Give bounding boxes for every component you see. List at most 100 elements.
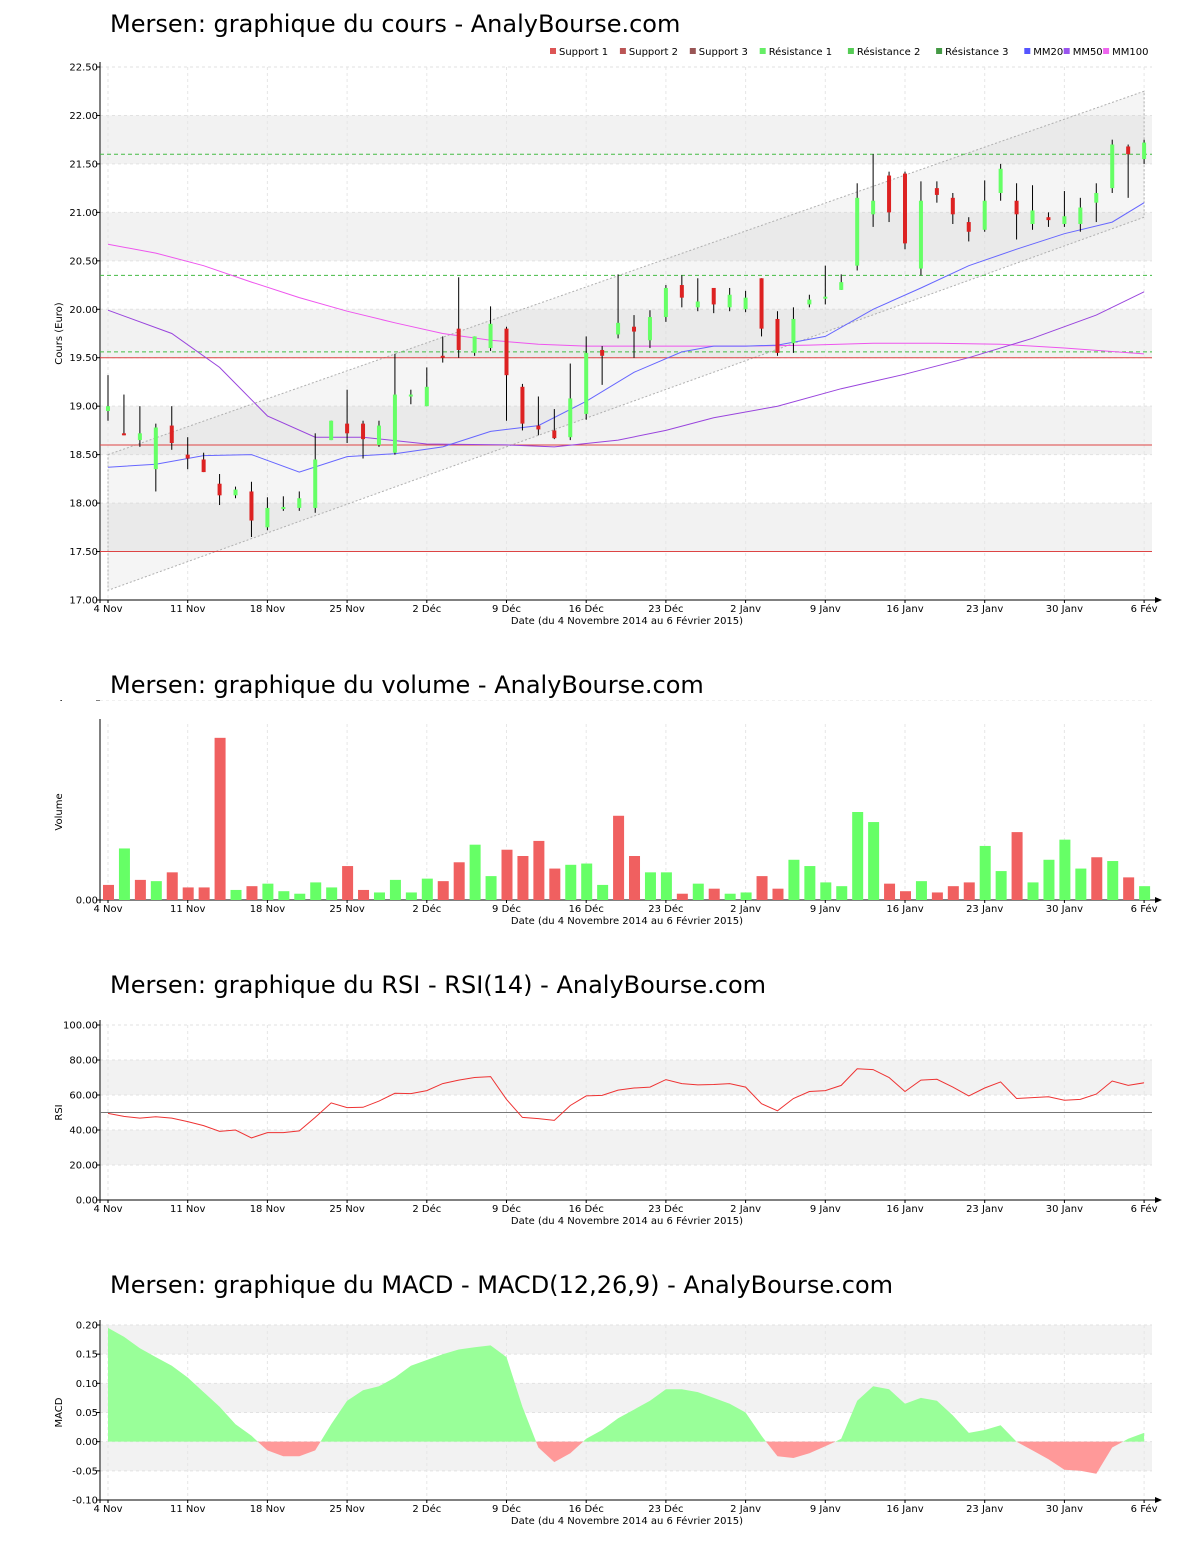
candle-body <box>791 318 796 344</box>
x-tick-label: 23 Janv <box>966 1204 1003 1215</box>
legend-swatch <box>1103 48 1110 54</box>
grid-band <box>101 503 1152 552</box>
volume-bar <box>772 888 784 900</box>
volume-bar <box>294 893 306 900</box>
volume-bar <box>533 840 545 900</box>
candle-body <box>855 197 860 266</box>
volume-bar <box>469 844 481 900</box>
x-tick-label: 2 Janv <box>730 904 761 915</box>
volume-bar <box>246 886 258 900</box>
y-tick-label: -0.05 <box>72 1466 98 1477</box>
volume-bar <box>517 856 529 900</box>
volume-bar <box>1027 882 1039 900</box>
legend-swatch <box>1024 48 1031 54</box>
candle-body <box>1126 146 1131 155</box>
volume-bar <box>756 876 768 900</box>
y-tick-label: 40,000.00 <box>47 700 98 703</box>
y-axis-title: RSI <box>54 1104 65 1120</box>
trend-channel <box>107 90 1145 592</box>
candle-body <box>727 294 732 308</box>
candle-body <box>1078 207 1083 224</box>
candle-body <box>121 433 126 436</box>
candle-body <box>249 491 254 521</box>
candle-body <box>647 317 652 341</box>
legend-swatch <box>847 48 854 54</box>
candle-body <box>233 489 238 496</box>
volume-chart-title: Mersen: graphique du volume - AnalyBours… <box>110 671 704 699</box>
y-tick-label: 60.00 <box>69 1091 98 1102</box>
candle-body <box>871 200 876 215</box>
volume-bar <box>1123 877 1135 900</box>
x-axis-title: Date (du 4 Novembre 2014 au 6 Février 20… <box>511 1515 743 1527</box>
candle-body <box>297 498 302 508</box>
candle-body <box>1062 216 1067 224</box>
candle-body <box>807 299 812 305</box>
x-tick-label: 23 Déc <box>648 1503 683 1515</box>
volume-bar <box>852 812 864 900</box>
x-tick-label: 30 Janv <box>1046 904 1083 915</box>
candle-body <box>520 386 525 424</box>
x-tick-label: 11 Nov <box>170 904 206 915</box>
volume-bar <box>979 845 991 900</box>
volume-bar <box>644 872 656 900</box>
volume-bar <box>676 893 688 900</box>
grid-band <box>101 212 1152 261</box>
candle-body <box>584 352 589 414</box>
candle-body <box>345 423 350 434</box>
y-tick-label: 100.00 <box>63 1021 98 1032</box>
x-axis-title: Date (du 4 Novembre 2014 au 6 Février 20… <box>511 1215 743 1227</box>
legend-swatch <box>619 48 626 54</box>
x-tick-label: 2 Janv <box>730 1204 761 1215</box>
candle-body <box>663 287 668 318</box>
volume-bar <box>884 883 896 900</box>
x-tick-label: 18 Nov <box>250 904 286 915</box>
x-tick-label: 18 Nov <box>250 1504 286 1515</box>
candle-body <box>265 507 270 528</box>
volume-bar <box>788 859 800 900</box>
x-tick-label: 16 Déc <box>569 903 604 915</box>
x-tick-label: 18 Nov <box>250 1204 286 1215</box>
x-tick-label: 9 Janv <box>810 1504 841 1515</box>
price-chart-title: Mersen: graphique du cours - AnalyBourse… <box>110 10 681 38</box>
candle-body <box>424 386 429 407</box>
volume-bar <box>581 863 593 900</box>
x-tick-label: 11 Nov <box>170 1204 206 1215</box>
legend-swatch <box>936 48 943 54</box>
volume-bar <box>326 887 338 900</box>
volume-bar <box>421 878 433 900</box>
volume-bar <box>660 872 672 900</box>
candle-body <box>711 287 716 305</box>
x-tick-label: 9 Janv <box>810 604 841 615</box>
grid-band <box>101 406 1152 455</box>
x-tick-label: 9 Déc <box>492 603 521 615</box>
y-tick-label: 20,000.00 <box>47 700 98 703</box>
macd-chart: -0.10 -0.05 0.00 0.05 0.10 0.15 0.20 4 Nov 11 No… <box>54 1320 1162 1527</box>
x-axis-arrow <box>1155 1197 1162 1203</box>
volume-bar <box>931 892 943 900</box>
volume-bar <box>342 866 354 900</box>
price-chart: 17.00 17.50 18.00 18.50 19.00 19.50 20.00 20.50… <box>54 46 1162 627</box>
candle-body <box>759 278 764 329</box>
legend-swatch <box>689 48 696 54</box>
x-tick-label: 30 Janv <box>1046 604 1083 615</box>
volume-bar <box>453 862 465 900</box>
candle-body <box>440 355 445 358</box>
grid-band <box>101 1383 1152 1413</box>
x-axis-arrow <box>1155 1497 1162 1503</box>
volume-bar <box>900 891 911 900</box>
x-tick-label: 6 Fév <box>1131 1203 1158 1215</box>
x-tick-label: 4 Nov <box>93 904 122 915</box>
y-tick-label: 80.00 <box>69 1056 98 1067</box>
x-tick-label: 2 Déc <box>412 1203 441 1215</box>
candle-body <box>679 285 684 298</box>
candle-body <box>839 282 844 290</box>
candle-body <box>361 423 366 440</box>
mm20-line <box>107 202 1145 473</box>
x-tick-label: 16 Déc <box>569 603 604 615</box>
volume-bar <box>358 889 370 900</box>
x-tick-label: 9 Janv <box>810 904 841 915</box>
x-tick-label: 4 Nov <box>93 604 122 615</box>
x-tick-label: 23 Janv <box>966 904 1003 915</box>
candle-body <box>918 200 923 269</box>
x-tick-label: 16 Déc <box>569 1203 604 1215</box>
